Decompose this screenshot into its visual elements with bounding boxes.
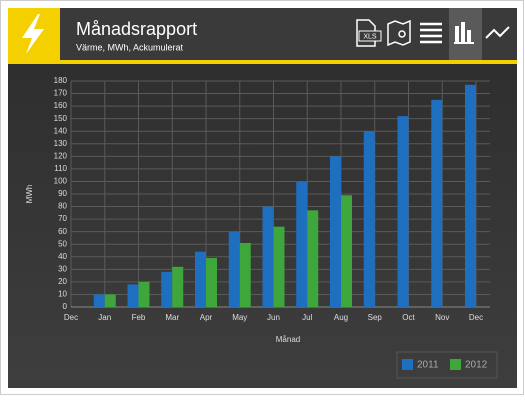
- y-tick-label: 150: [54, 114, 68, 123]
- bar: [296, 181, 308, 307]
- header: [8, 8, 517, 60]
- bar: [104, 294, 116, 307]
- y-tick-label: 40: [58, 252, 67, 261]
- y-tick-label: 80: [58, 202, 67, 211]
- y-tick-label: 10: [58, 290, 67, 299]
- y-tick-label: 170: [54, 89, 68, 98]
- bar: [172, 266, 184, 307]
- legend-swatch: [402, 359, 413, 370]
- bar: [397, 116, 409, 308]
- y-tick-label: 100: [54, 177, 68, 186]
- bar-chart-button[interactable]: [449, 8, 482, 60]
- x-tick-label: Nov: [435, 313, 449, 322]
- line-chart-button[interactable]: [485, 26, 510, 39]
- xls-label: XLS: [363, 33, 377, 40]
- bar: [195, 251, 206, 307]
- bar: [363, 131, 375, 307]
- legend-label: 2012: [465, 360, 488, 371]
- bar: [431, 99, 443, 307]
- bar: [307, 210, 319, 307]
- y-tick-label: 30: [58, 264, 67, 273]
- y-tick-label: 160: [54, 101, 68, 110]
- chart-subtitle: Värme, MWh, Ackumulerat: [76, 42, 184, 52]
- y-tick-label: 90: [58, 189, 67, 198]
- header-strip: [8, 60, 517, 64]
- y-tick-label: 60: [58, 227, 67, 236]
- bar: [161, 271, 173, 307]
- x-tick-label: Feb: [132, 313, 146, 322]
- legend-box: [396, 351, 498, 379]
- x-tick-label: Mar: [165, 313, 179, 322]
- y-tick-label: 50: [58, 239, 67, 248]
- bar: [465, 84, 476, 308]
- bar: [262, 206, 274, 307]
- bar: [138, 281, 150, 307]
- bar: [206, 258, 217, 307]
- xls-button[interactable]: XLS: [356, 19, 382, 47]
- bar: [228, 231, 240, 307]
- x-tick-label: Sep: [368, 313, 383, 322]
- y-tick-label: 0: [63, 302, 68, 311]
- table-button[interactable]: [420, 22, 442, 44]
- x-tick-label: Dec: [64, 313, 78, 322]
- y-tick-label: 180: [54, 76, 68, 85]
- x-tick-label: Apr: [200, 313, 213, 322]
- y-axis-label: MWh: [25, 185, 34, 204]
- x-tick-label: Jun: [267, 313, 280, 322]
- x-tick-label: May: [232, 313, 247, 322]
- y-tick-label: 140: [54, 126, 68, 135]
- bar: [273, 226, 285, 307]
- y-tick-label: 70: [58, 214, 67, 223]
- legend-label: 2011: [417, 360, 439, 371]
- chart-title: Månadsrapport: [76, 19, 197, 39]
- bar: [341, 195, 352, 307]
- x-tick-label: Oct: [402, 313, 415, 322]
- x-tick-label: Aug: [334, 313, 348, 322]
- bar: [239, 242, 251, 307]
- y-tick-label: 120: [54, 151, 68, 160]
- x-tick-label: Jan: [98, 313, 111, 322]
- x-axis-label: Månad: [276, 335, 300, 344]
- bar: [127, 284, 139, 307]
- logo-bolt: [22, 14, 44, 54]
- x-tick-label: Dec: [469, 313, 483, 322]
- y-tick-label: 110: [54, 164, 67, 173]
- bar: [93, 294, 105, 307]
- map-button[interactable]: [387, 19, 411, 47]
- legend-swatch: [450, 359, 461, 370]
- bar: [330, 156, 341, 307]
- y-tick-label: 20: [58, 277, 67, 286]
- y-tick-label: 130: [54, 139, 68, 148]
- x-tick-label: Jul: [302, 313, 312, 322]
